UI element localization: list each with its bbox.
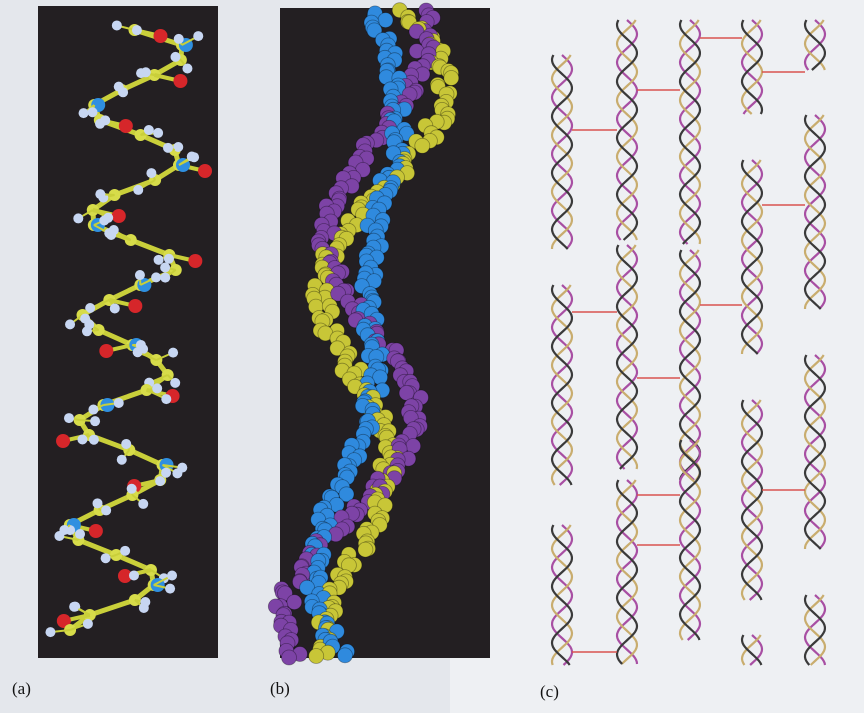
atom: [79, 108, 89, 118]
atom: [161, 468, 171, 478]
atom: [114, 398, 124, 408]
atom: [95, 189, 105, 199]
atom: [154, 255, 164, 265]
atom: [69, 602, 79, 612]
atom: [93, 498, 103, 508]
atom: [172, 468, 182, 478]
atom: [188, 254, 202, 268]
atom: [45, 627, 55, 637]
atom: [101, 553, 111, 563]
atom: [118, 87, 128, 97]
atom: [338, 648, 353, 663]
atom: [133, 347, 143, 357]
panel-label: (a): [12, 679, 31, 698]
atom: [161, 394, 171, 404]
atom: [165, 584, 175, 594]
atom: [152, 383, 162, 393]
atom: [187, 152, 197, 162]
atom: [99, 216, 109, 226]
atom: [282, 650, 297, 665]
atom: [146, 168, 156, 178]
atom: [138, 499, 148, 509]
atom: [112, 209, 126, 223]
atom: [309, 649, 324, 664]
atom: [120, 546, 130, 556]
atom: [64, 413, 74, 423]
panel-label: (b): [270, 679, 290, 698]
atom: [141, 67, 151, 77]
atom: [173, 142, 183, 152]
atom: [167, 571, 177, 581]
atom: [89, 435, 99, 445]
atom: [121, 439, 131, 449]
atom: [358, 542, 373, 557]
atom: [168, 348, 178, 358]
atom: [88, 405, 98, 415]
figure: (a) (b) (c): [0, 0, 864, 713]
atom: [153, 128, 163, 138]
panel-label: (c): [540, 682, 559, 701]
atom: [160, 262, 170, 272]
atom: [155, 476, 165, 486]
atom: [415, 138, 430, 153]
atom: [132, 25, 142, 35]
atom: [112, 20, 122, 30]
atom: [198, 164, 212, 178]
atom: [170, 378, 180, 388]
atom: [399, 386, 414, 401]
atom: [170, 52, 180, 62]
atom: [163, 143, 173, 153]
atom: [173, 74, 187, 88]
atom: [90, 416, 100, 426]
atom: [139, 603, 149, 613]
atom: [174, 34, 184, 44]
atom: [444, 71, 459, 86]
atom: [128, 299, 142, 313]
panel-c-background: [450, 0, 864, 713]
atom: [75, 529, 85, 539]
atom: [144, 125, 154, 135]
atom: [154, 29, 168, 43]
atom: [164, 254, 174, 264]
atom: [117, 455, 127, 465]
atom: [99, 344, 113, 358]
atom: [129, 570, 139, 580]
atom: [82, 326, 92, 336]
atom: [56, 434, 70, 448]
atom: [110, 303, 120, 313]
atom: [77, 435, 87, 445]
atom: [151, 272, 161, 282]
atom: [160, 273, 170, 283]
atom: [101, 505, 111, 515]
atom: [95, 119, 105, 129]
atom: [133, 185, 143, 195]
atom: [119, 119, 133, 133]
atom: [135, 270, 145, 280]
atom: [89, 524, 103, 538]
atom: [65, 319, 75, 329]
atom: [83, 619, 93, 629]
atom: [54, 531, 64, 541]
atom: [109, 225, 119, 235]
atom: [73, 213, 83, 223]
atom: [193, 31, 203, 41]
atom: [182, 63, 192, 73]
atom: [127, 484, 137, 494]
